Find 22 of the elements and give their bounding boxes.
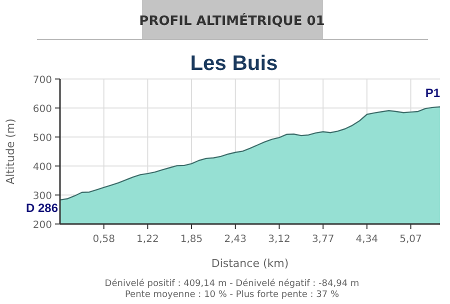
y-tick-label: 300 [32,191,52,202]
x-axis-title: Distance (km) [211,257,289,270]
text: Pente moyenne : 10 % - Plus forte pente : 37 % [124,290,340,300]
y-tick-label: 500 [32,133,52,144]
x-tick-label: 3,12 [268,234,290,245]
annotation: P1 [425,86,440,100]
x-tick-label: 1,85 [180,234,203,245]
text: D 286 [26,200,58,215]
chart-title: Les Buis [190,52,278,75]
text: Dénivelé positif : 409,14 m - Dénivelé négatif : -84,94 m [104,278,360,289]
x-tick-label: 5,07 [400,234,422,245]
x-tick-label: 1,22 [136,234,159,245]
x-tick-label: 0,58 [92,234,115,245]
y-tick-label: 400 [32,162,52,173]
y-axis-title: Altitude (m) [4,118,17,184]
x-tick-label: 3,77 [312,234,334,245]
y-tick-label: 700 [32,75,52,86]
y-tick-label: 200 [32,220,52,231]
chart-subtitle: PROFIL ALTIMÉTRIQUE 01 [139,12,325,29]
x-tick-label: 4,34 [356,234,378,245]
x-tick-label: 2,43 [224,234,247,245]
y-tick-label: 600 [32,104,52,115]
